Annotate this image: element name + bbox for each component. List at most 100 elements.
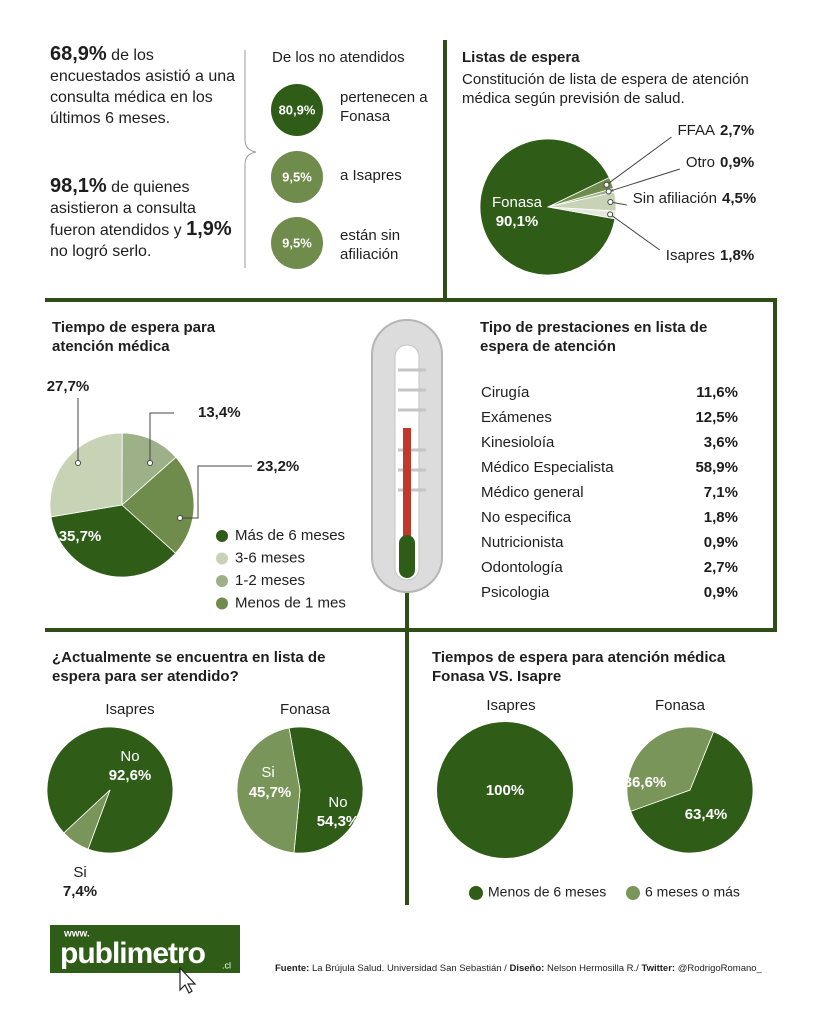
leader-line	[606, 136, 672, 186]
legend-swatch	[216, 530, 228, 542]
thermo-bulb	[399, 535, 415, 578]
slice-value: 0,9%	[720, 154, 754, 171]
slice-label: Isapres	[666, 247, 715, 264]
thermo-ticks	[398, 368, 426, 492]
logo-box	[50, 925, 240, 973]
leader-dot	[607, 211, 614, 218]
legend-label: 3-6 meses	[235, 549, 305, 566]
pie-slice	[49, 432, 123, 518]
logo-name: publimetro	[60, 937, 206, 970]
table-cell: 2,7%	[704, 559, 738, 576]
legend-label: 1-2 meses	[235, 572, 305, 589]
table-cell: Nutricionista	[481, 534, 564, 551]
slice-label: Sin afiliación	[633, 190, 717, 207]
table-cell: No especifica	[481, 509, 572, 526]
badge-value: 9,5%	[282, 169, 312, 184]
thermometer	[371, 319, 443, 593]
table-cell: Médico Especialista	[481, 459, 614, 476]
table-cell: Exámenes	[481, 409, 552, 426]
slice-value: 35,7%	[59, 528, 102, 545]
table-cell: 11,6%	[696, 384, 738, 401]
pie-title: Fonasa	[655, 697, 706, 714]
stat-value: 98,1%	[50, 175, 107, 197]
slice-value: 36,6%	[624, 774, 667, 791]
pie-title: Fonasa	[280, 701, 331, 718]
slice-value: 63,4%	[685, 806, 728, 823]
no-atendidos-title: De los no atendidos	[272, 49, 405, 66]
no-atendidos-text: pertenecen a Fonasa	[340, 89, 428, 125]
legend-swatch	[216, 575, 228, 587]
pie-slice	[50, 504, 177, 578]
pie-title: Isapres	[486, 697, 535, 714]
leader-line	[149, 412, 174, 463]
stat-value: 1,9%	[186, 218, 232, 240]
footer-text: @RodrigoRomano_	[677, 963, 762, 974]
legend-label: Menos de 1 mes	[235, 594, 346, 611]
chart-title: ¿Actualmente se encuentra en lista de es…	[52, 649, 326, 685]
chart-title: Tiempo de espera para atención médica	[52, 319, 216, 355]
thermo-mercury	[403, 428, 411, 538]
legend-label: Más de 6 meses	[235, 527, 345, 544]
no-atendidos-text: están sin afiliación	[340, 227, 401, 263]
legend-label: 6 meses o más	[645, 884, 740, 900]
slice-label: Fonasa	[492, 194, 543, 211]
legend-swatch	[469, 886, 483, 900]
leader-line	[180, 465, 252, 519]
leader-dot	[147, 460, 153, 466]
pie-slice	[437, 722, 573, 858]
frame-lines	[45, 40, 777, 905]
legend-swatch	[626, 886, 640, 900]
leader-dot	[603, 181, 610, 188]
table-cell: Psicologia	[481, 584, 550, 601]
cursor-icon	[179, 966, 197, 994]
logo-domain: .cl	[222, 960, 231, 970]
pie-slice	[121, 456, 195, 554]
table-cell: 3,6%	[704, 434, 738, 451]
slice-value: 7,4%	[63, 883, 97, 900]
slice-value: 54,3%	[317, 813, 360, 830]
leader-line	[609, 213, 661, 251]
footer-text: Nelson Hermosilla R./	[546, 963, 639, 974]
table-cell: 1,8%	[704, 509, 738, 526]
pie-slice	[547, 206, 617, 220]
legend-swatch	[216, 552, 228, 565]
badge	[271, 217, 323, 269]
slice-value: 23,2%	[257, 458, 300, 475]
pie-slice	[630, 731, 754, 854]
pie-title: Isapres	[105, 701, 154, 718]
pie-slice	[236, 727, 301, 854]
footer-text: La Brújula Salud. Universidad San Sebast…	[311, 963, 507, 974]
stat-text: no logró serlo.	[50, 243, 152, 260]
badge-value: 80,9%	[279, 102, 316, 117]
slice-label: Si	[73, 864, 86, 881]
chart-title: Listas de espera	[462, 49, 580, 66]
slice-label: Si	[261, 764, 274, 781]
badge-value: 9,5%	[282, 235, 312, 250]
slice-value: 100%	[486, 782, 524, 799]
leader-dot	[605, 188, 612, 195]
leader-line	[608, 168, 680, 193]
legend-swatch	[216, 597, 228, 610]
table-cell: 58,9%	[695, 459, 738, 476]
intro-stat: 68,9% de los encuestados asistió a una c…	[50, 44, 240, 129]
logo-www: www.	[63, 929, 90, 940]
intro-stat: 98,1% de quienes asistieron a consulta f…	[50, 176, 240, 262]
slice-value: 4,5%	[722, 190, 756, 207]
table-title: Tipo de prestaciones en lista de espera …	[480, 319, 708, 355]
table-cell: Odontología	[481, 559, 563, 576]
slice-value: 45,7%	[249, 784, 292, 801]
pie-slice	[479, 138, 616, 276]
slice-value: 27,7%	[47, 378, 90, 395]
chart-subtitle: Constitución de lista de espera de atenc…	[462, 71, 749, 107]
table-cell: 12,5%	[695, 409, 738, 426]
badge	[271, 151, 323, 203]
stat-text: de quienes asistieron a consulta fueron …	[50, 179, 196, 239]
stat-value: 68,9%	[50, 43, 107, 65]
stat-text: de los encuestados asistió a una consult…	[50, 47, 236, 127]
pie-slice	[288, 726, 364, 854]
table-cell: 0,9%	[704, 584, 738, 601]
pie-slice	[626, 726, 715, 812]
table-cell: Kinesioloía	[481, 434, 555, 451]
